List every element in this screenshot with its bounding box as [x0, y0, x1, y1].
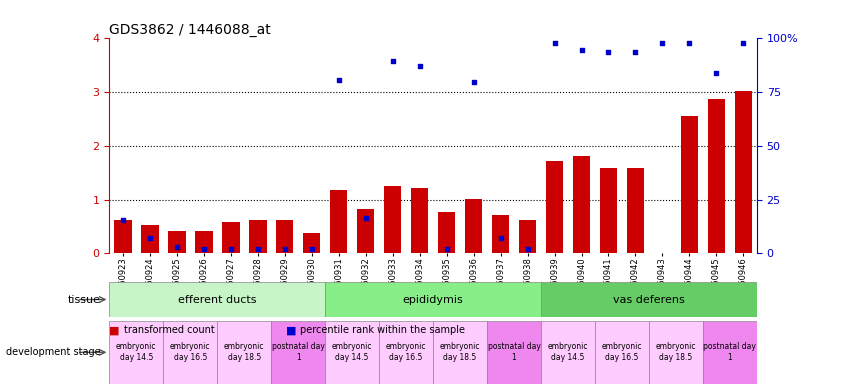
Bar: [438, 212, 455, 253]
Point: [386, 58, 399, 64]
Text: embryonic
day 16.5: embryonic day 16.5: [170, 342, 210, 362]
Text: GDS3862 / 1446088_at: GDS3862 / 1446088_at: [109, 23, 271, 37]
Text: postnatal day
1: postnatal day 1: [703, 342, 756, 362]
Bar: [627, 169, 644, 253]
Bar: [276, 220, 294, 253]
Point: [683, 40, 696, 46]
Bar: [109, 282, 325, 317]
Text: embryonic
day 18.5: embryonic day 18.5: [656, 342, 696, 362]
Text: postnatal day
1: postnatal day 1: [488, 342, 541, 362]
Bar: [546, 161, 563, 253]
Bar: [600, 169, 617, 253]
Bar: [379, 321, 433, 384]
Text: efferent ducts: efferent ducts: [178, 295, 257, 305]
Point: [737, 40, 750, 46]
Text: embryonic
day 18.5: embryonic day 18.5: [224, 342, 264, 362]
Bar: [271, 321, 325, 384]
Bar: [649, 321, 703, 384]
Text: ■: ■: [286, 325, 296, 335]
Bar: [303, 233, 320, 253]
Bar: [487, 321, 541, 384]
Bar: [541, 282, 757, 317]
Point: [629, 49, 643, 55]
Text: embryonic
day 16.5: embryonic day 16.5: [602, 342, 643, 362]
Point: [278, 246, 292, 252]
Text: transformed count: transformed count: [124, 325, 214, 335]
Point: [170, 244, 183, 250]
Point: [359, 215, 373, 222]
Text: embryonic
day 18.5: embryonic day 18.5: [440, 342, 480, 362]
Point: [251, 246, 264, 252]
Point: [494, 235, 507, 242]
Bar: [114, 220, 131, 253]
Point: [116, 217, 130, 223]
Text: embryonic
day 16.5: embryonic day 16.5: [386, 342, 426, 362]
Text: vas deferens: vas deferens: [613, 295, 685, 305]
Text: epididymis: epididymis: [403, 295, 463, 305]
Bar: [163, 321, 217, 384]
Point: [332, 77, 346, 83]
Bar: [109, 321, 163, 384]
Point: [521, 246, 534, 252]
Point: [440, 246, 453, 252]
Bar: [519, 220, 537, 253]
Bar: [465, 199, 483, 253]
Text: postnatal day
1: postnatal day 1: [272, 342, 325, 362]
Text: percentile rank within the sample: percentile rank within the sample: [300, 325, 465, 335]
Bar: [222, 222, 240, 253]
Bar: [217, 321, 271, 384]
Point: [710, 70, 723, 76]
Point: [547, 40, 561, 46]
Point: [143, 235, 156, 242]
Point: [574, 47, 588, 53]
Point: [602, 49, 616, 55]
Bar: [195, 231, 213, 253]
Point: [467, 79, 480, 86]
Bar: [325, 282, 541, 317]
Text: tissue: tissue: [68, 295, 101, 305]
Bar: [249, 220, 267, 253]
Bar: [433, 321, 487, 384]
Text: embryonic
day 14.5: embryonic day 14.5: [116, 342, 156, 362]
Bar: [595, 321, 649, 384]
Bar: [141, 225, 159, 253]
Bar: [707, 99, 725, 253]
Bar: [357, 209, 374, 253]
Point: [197, 246, 210, 252]
Bar: [168, 231, 186, 253]
Point: [656, 40, 669, 46]
Bar: [383, 186, 401, 253]
Bar: [541, 321, 595, 384]
Bar: [703, 321, 757, 384]
Bar: [680, 116, 698, 253]
Bar: [411, 188, 428, 253]
Text: embryonic
day 14.5: embryonic day 14.5: [332, 342, 373, 362]
Bar: [325, 321, 379, 384]
Text: ■: ■: [109, 325, 119, 335]
Text: development stage: development stage: [6, 347, 101, 358]
Bar: [573, 156, 590, 253]
Text: embryonic
day 14.5: embryonic day 14.5: [547, 342, 588, 362]
Bar: [330, 190, 347, 253]
Bar: [492, 215, 510, 253]
Point: [224, 246, 237, 252]
Point: [413, 63, 426, 70]
Point: [305, 246, 319, 252]
Bar: [735, 91, 752, 253]
